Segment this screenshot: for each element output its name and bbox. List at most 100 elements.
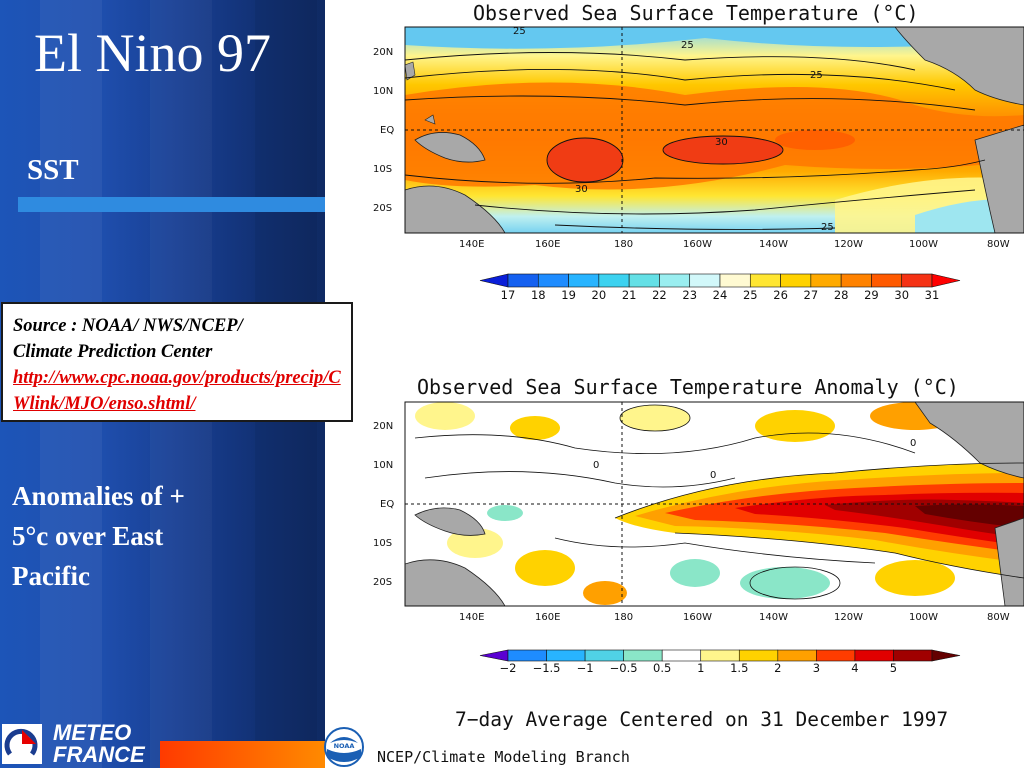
colorbar-label: 27 [804, 288, 819, 302]
contour-label: 25 [681, 40, 694, 51]
colorbar-label: 23 [682, 288, 697, 302]
lat-label: 10N [373, 460, 393, 471]
source-line-1: Source : NOAA/ NWS/NCEP/ [13, 316, 243, 336]
lat-label: 10S [373, 164, 392, 175]
lat-label: EQ [380, 499, 394, 510]
lon-label: 180 [614, 612, 633, 623]
colorbar-label: 20 [592, 288, 607, 302]
colorbar-cell [816, 649, 856, 662]
lon-label: 80W [987, 239, 1010, 250]
colorbar-cell [780, 273, 812, 288]
colorbar-cell [840, 273, 872, 288]
colorbar-cell [871, 273, 903, 288]
contour-label: 25 [513, 26, 526, 37]
colorbar-label: 25 [743, 288, 758, 302]
sst-map-title: Observed Sea Surface Temperature (°C) [473, 1, 919, 25]
lon-label: 160W [683, 239, 712, 250]
colorbar-label: 28 [834, 288, 849, 302]
contour-label: 0 [910, 438, 916, 449]
lat-label: 10S [373, 538, 392, 549]
lat-label: 20N [373, 421, 393, 432]
anomaly-lat-labels: 20N 10N EQ 10S 20S [373, 421, 394, 588]
average-period-caption: 7−day Average Centered on 31 December 19… [455, 708, 949, 731]
colorbar-cell [749, 273, 781, 288]
sst-lat-labels: 20N 10N EQ 10S 20S [373, 47, 394, 214]
anomaly-lon-labels: 140E 160E 180 160W 140W 120W 100W 80W [459, 612, 1010, 623]
anomaly-contour-labels: 0 0 0 [593, 438, 916, 481]
lon-label: 140W [759, 612, 788, 623]
colorbar-cell [546, 649, 586, 662]
meteo-word: METEO [53, 720, 132, 745]
colorbar-label: 18 [531, 288, 546, 302]
colorbar-label: −1 [577, 661, 594, 673]
colorbar-label: 5 [890, 661, 897, 673]
contour-label: 25 [821, 222, 834, 233]
colorbar-label: 17 [501, 288, 516, 302]
lon-label: 120W [834, 239, 863, 250]
lon-label: 100W [909, 612, 938, 623]
source-link[interactable]: http://www.cpc.noaa.gov/products/precip/… [13, 368, 341, 414]
colorbar-label: −2 [500, 661, 517, 673]
meteo-france-mark-icon [2, 724, 42, 764]
sst-contour-labels: 25 25 25 30 30 25 [513, 26, 834, 233]
colorbar-cell [598, 273, 630, 288]
colorbar-label: 22 [652, 288, 667, 302]
anomaly-colorbar [479, 649, 961, 662]
colorbar-label: 1 [697, 661, 704, 673]
colorbar-label: 29 [864, 288, 879, 302]
colorbar-cell [661, 649, 702, 662]
sst-colorbar [479, 273, 961, 288]
lon-label: 100W [909, 239, 938, 250]
colorbar-cell [507, 649, 547, 662]
colorbar-cell [568, 273, 600, 288]
ncep-credit: NCEP/Climate Modeling Branch [377, 748, 630, 766]
colorbar-cell [719, 273, 751, 288]
colorbar-label: 24 [713, 288, 728, 302]
colorbar-cell [901, 273, 933, 288]
colorbar-cell [537, 273, 569, 288]
lon-label: 160E [535, 612, 560, 623]
source-line-2: Climate Prediction Center [13, 342, 213, 362]
sst-field [405, 27, 1024, 233]
france-word: FRANCE [53, 742, 145, 767]
lat-label: 20S [373, 577, 392, 588]
slide-title: El Nino 97 [34, 23, 271, 83]
colorbar-cell [584, 649, 624, 662]
lon-label: 140E [459, 612, 484, 623]
meteo-france-logo: METEO FRANCE [0, 720, 160, 768]
colorbar-label: 0.5 [653, 661, 671, 673]
colorbar-cell [777, 649, 817, 662]
footer-red-bar [160, 741, 325, 768]
contour-label: 30 [575, 184, 588, 195]
colorbar-cell [623, 649, 663, 662]
colorbar-cell [738, 649, 779, 662]
slide-subtitle: SST [27, 154, 79, 186]
colorbar-cell [628, 273, 660, 288]
lon-label: 80W [987, 612, 1010, 623]
sst-map-panel: Observed Sea Surface Temperature (°C) [373, 1, 1024, 302]
colorbar-cell [659, 273, 691, 288]
meteo-france-wordmark: METEO FRANCE [53, 722, 145, 766]
sst-anomaly-map-panel: Observed Sea Surface Temperature Anomaly… [373, 375, 1024, 673]
colorbar-cell [854, 649, 894, 662]
lat-label: 20S [373, 203, 392, 214]
colorbar-cell [689, 273, 721, 288]
lat-label: 10N [373, 86, 393, 97]
contour-label: 0 [593, 460, 599, 471]
colorbar-cell [700, 649, 740, 662]
lon-label: 160W [683, 612, 712, 623]
sst-lon-labels: 140E 160E 180 160W 140W 120W 100W 80W [459, 239, 1010, 250]
noaa-logo: NOAA [322, 727, 370, 767]
lon-label: 180 [614, 239, 633, 250]
contour-label: 25 [810, 70, 823, 81]
colorbar-label: 21 [622, 288, 637, 302]
lat-label: EQ [380, 125, 394, 136]
source-box: Source : NOAA/ NWS/NCEP/ Climate Predict… [1, 302, 353, 422]
colorbar-label: 4 [851, 661, 858, 673]
contour-label: 30 [715, 137, 728, 148]
colorbar-label: 31 [925, 288, 940, 302]
anomaly-colorbar-labels: −2 −1.5 −1 −0.5 0.5 1 1.5 2 3 4 5 [500, 661, 898, 673]
colorbar-label: 19 [561, 288, 576, 302]
noaa-logo-text: NOAA [334, 742, 355, 750]
lon-label: 140E [459, 239, 484, 250]
